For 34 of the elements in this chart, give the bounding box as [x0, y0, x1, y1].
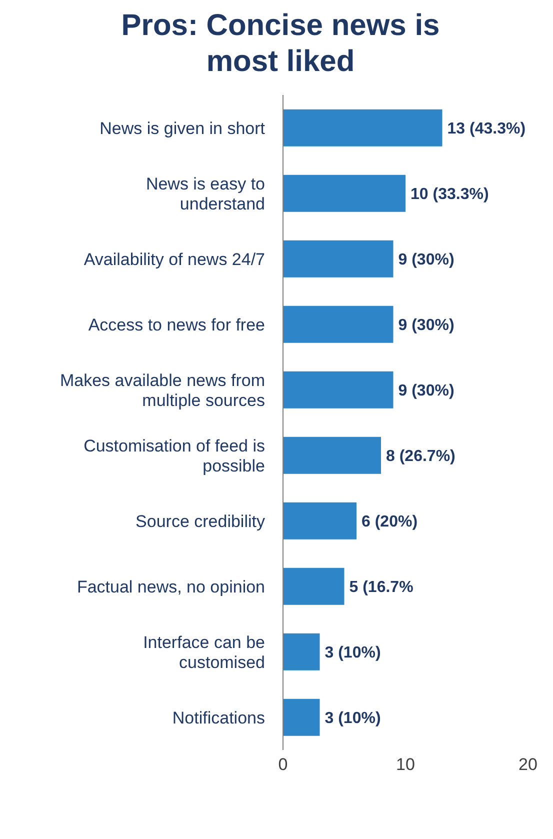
bar [283, 436, 381, 474]
y-tick-label: Makes available news from multiple sources [60, 370, 265, 410]
data-label: 8 (26.7%) [386, 448, 456, 466]
bar [283, 633, 320, 670]
data-label: 9 (30%) [398, 317, 454, 334]
data-label: 5 (16.7% [349, 579, 414, 596]
data-label: 13 (43.3%) [447, 120, 526, 138]
bar [283, 698, 320, 736]
y-tick-label: Customisation of feed is possible [84, 436, 265, 475]
data-label: 9 (30%) [398, 252, 454, 269]
y-tick-label: News is easy to understand [146, 174, 265, 213]
bar [283, 502, 356, 540]
bar [283, 240, 394, 278]
data-label: 9 (30%) [398, 382, 454, 400]
data-label: 10 (33.3%) [410, 186, 489, 204]
bar [283, 371, 394, 408]
bar [283, 174, 406, 212]
data-label: 3 (10%) [324, 710, 381, 728]
bar [283, 109, 442, 146]
data-label: 3 (10%) [324, 644, 381, 662]
x-tick-label: 20 [518, 755, 538, 774]
y-tick-label: Availability of news 24/7 [84, 249, 265, 268]
bar [283, 306, 394, 343]
y-tick-label: Interface can be customised [143, 632, 265, 672]
bar [283, 568, 344, 605]
y-tick-label: Factual news, no opinion [76, 576, 265, 596]
data-label: 6 (20%) [362, 514, 418, 531]
x-tick-label: 0 [278, 755, 288, 774]
y-tick-label: Access to news for free [88, 314, 265, 334]
y-tick-label: News is given in short [100, 118, 266, 138]
x-tick-label: 10 [396, 755, 415, 774]
y-tick-label: Source credibility [136, 511, 266, 530]
y-tick-label: Notifications [172, 708, 265, 727]
chart-title: Pros: Concise news is most liked [120, 8, 441, 80]
